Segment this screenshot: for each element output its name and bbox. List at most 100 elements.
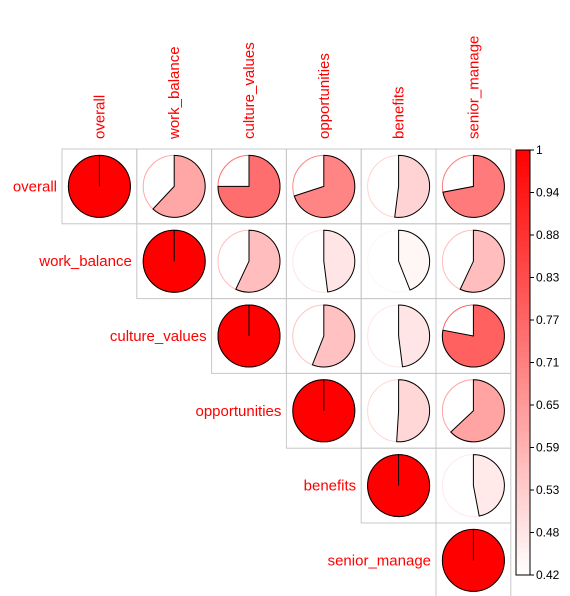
colorbar-segment bbox=[516, 165, 530, 172]
cell-work_balance-senior_manage bbox=[435, 223, 512, 300]
pie-wedge bbox=[396, 379, 431, 443]
cell-work_balance-opportunities bbox=[285, 223, 362, 300]
row-labels: overall work_balance culture_valuesopportu… bbox=[13, 178, 431, 569]
row-label-senior_manage: senior_manage bbox=[328, 552, 431, 569]
column-label-overall: overall bbox=[91, 95, 108, 139]
pie-wedge bbox=[235, 229, 281, 293]
cell-culture_values-senior_manage bbox=[435, 298, 512, 374]
colorbar-segment bbox=[516, 447, 530, 454]
colorbar-segment bbox=[516, 436, 530, 443]
colorbar-segment bbox=[516, 229, 530, 236]
colorbar-tick-label: 0.48 bbox=[536, 526, 560, 540]
colorbar-segment bbox=[516, 341, 530, 348]
pie-wedge bbox=[311, 304, 356, 368]
colorbar-segment bbox=[516, 516, 530, 523]
colorbar-segment bbox=[516, 171, 530, 178]
column-label-senior_manage: senior_manage bbox=[465, 36, 482, 139]
cell-work_balance-culture_values bbox=[211, 223, 287, 300]
column-labels: overall work_balance culture_values opportu… bbox=[91, 36, 482, 140]
colorbar-segment bbox=[516, 208, 530, 215]
pie-wedge bbox=[450, 379, 505, 443]
colorbar-segment bbox=[516, 442, 530, 449]
colorbar-segment bbox=[516, 548, 530, 555]
colorbar-segment bbox=[516, 155, 530, 162]
colorbar-segment bbox=[516, 479, 530, 486]
colorbar-segment bbox=[516, 213, 530, 220]
grid-cell bbox=[435, 522, 512, 596]
colorbar-segment bbox=[516, 500, 530, 507]
colorbar-segment bbox=[516, 527, 530, 534]
row-label-culture_values: culture_values bbox=[110, 328, 207, 345]
row-label-benefits: benefits bbox=[304, 478, 357, 495]
colorbar-segment bbox=[516, 150, 530, 156]
pie-wedge bbox=[394, 154, 431, 218]
colorbar-segment bbox=[516, 277, 530, 284]
row-label-overall: overall bbox=[13, 178, 57, 195]
colorbar-segment bbox=[516, 245, 530, 252]
colorbar-segment bbox=[516, 490, 530, 496]
colorbar-segment bbox=[516, 505, 530, 512]
pie-wedge bbox=[217, 154, 281, 218]
colorbar-segment bbox=[516, 288, 530, 295]
colorbar-segment bbox=[516, 203, 530, 210]
colorbar-segment bbox=[516, 298, 530, 305]
colorbar-segment bbox=[516, 192, 530, 199]
colorbar-segment bbox=[516, 240, 530, 247]
pie-wedge bbox=[442, 154, 505, 218]
colorbar-segment bbox=[516, 187, 530, 194]
colorbar-segment bbox=[516, 181, 530, 188]
colorbar-segment bbox=[516, 293, 530, 300]
colorbar-segment bbox=[516, 405, 530, 411]
colorbar-segment bbox=[516, 351, 530, 358]
cell-opportunities-opportunities bbox=[285, 372, 362, 449]
cell-overall-benefits bbox=[360, 148, 437, 225]
cell-culture_values-culture_values bbox=[211, 298, 287, 374]
cell-overall-opportunities bbox=[285, 148, 362, 225]
colorbar-segment bbox=[516, 320, 530, 326]
colorbar-segment bbox=[516, 389, 530, 395]
colorbar-segment bbox=[516, 197, 530, 204]
colorbar-segment bbox=[516, 426, 530, 433]
pie-wedge bbox=[441, 304, 505, 368]
colorbar-tick-label: 0.83 bbox=[536, 271, 560, 285]
cell-opportunities-senior_manage bbox=[435, 372, 512, 449]
colorbar-tick-label: 1 bbox=[536, 143, 543, 157]
colorbar-segment bbox=[516, 484, 530, 491]
cell-senior_manage-senior_manage bbox=[435, 522, 512, 596]
colorbar-segment bbox=[516, 325, 530, 332]
colorbar-tick-label: 0.94 bbox=[536, 186, 560, 200]
pie-wedge bbox=[459, 229, 505, 293]
colorbar-segment bbox=[516, 394, 530, 401]
colorbar-segment bbox=[516, 399, 530, 406]
colorbar-tick-label: 0.53 bbox=[536, 483, 560, 497]
color-legend: 1 0.94 0.88 0.83 0.77 0.71 0.65 0.59 0.53 0.48 0.4… bbox=[515, 143, 560, 582]
cell-benefits-senior_manage bbox=[435, 447, 512, 524]
correlation-cells bbox=[61, 148, 512, 596]
colorbar-segment bbox=[516, 330, 530, 337]
colorbar-segment bbox=[516, 235, 530, 241]
pie-wedge bbox=[293, 154, 356, 218]
colorbar-tick-label: 0.59 bbox=[536, 441, 560, 455]
cell-culture_values-benefits bbox=[360, 298, 437, 374]
pie-wedge bbox=[398, 304, 431, 368]
column-label-benefits: benefits bbox=[391, 86, 408, 139]
colorbar-segment bbox=[516, 559, 530, 565]
colorbar-segment bbox=[516, 458, 530, 465]
colorbar-tick-label: 0.88 bbox=[536, 228, 560, 242]
colorbar-segment bbox=[516, 373, 530, 380]
colorbar-tick-label: 0.77 bbox=[536, 313, 560, 327]
cell-culture_values-opportunities bbox=[285, 298, 362, 374]
colorbar-segment bbox=[516, 415, 530, 422]
colorbar-segment bbox=[516, 569, 530, 576]
colorbar-segment bbox=[516, 335, 530, 342]
cell-benefits-benefits bbox=[360, 447, 437, 524]
colorbar-segment bbox=[516, 420, 530, 427]
colorbar-segment bbox=[516, 282, 530, 289]
colorbar-segment bbox=[516, 511, 530, 518]
cell-overall-culture_values bbox=[211, 148, 287, 225]
cell-overall-senior_manage bbox=[435, 148, 512, 225]
colorbar-segment bbox=[516, 452, 530, 459]
pie-wedge bbox=[323, 229, 356, 293]
colorbar-segment bbox=[516, 521, 530, 528]
colorbar-segment bbox=[516, 474, 530, 480]
